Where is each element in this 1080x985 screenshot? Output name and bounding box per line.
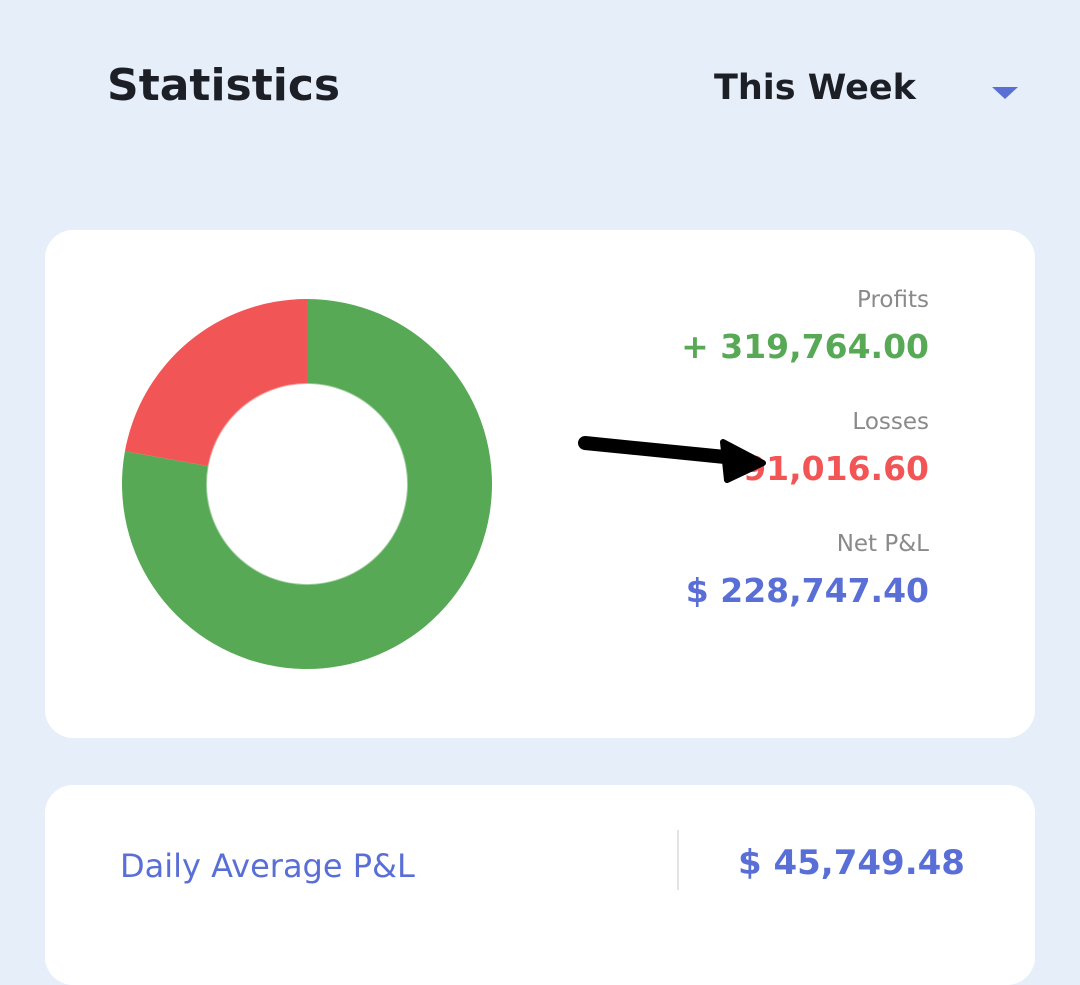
donut-segment xyxy=(121,299,493,670)
stat-label: Profits xyxy=(857,287,929,313)
stat-value: 91,016.60 xyxy=(743,449,929,488)
donut-chart xyxy=(121,299,493,670)
dropdown-icon[interactable] xyxy=(990,85,1020,101)
summary-card xyxy=(45,785,1035,985)
annotation-arrow xyxy=(578,436,766,483)
summary-value: $ 45,749.48 xyxy=(738,843,965,883)
stats-card xyxy=(45,230,1035,738)
page-title: Statistics xyxy=(107,60,341,111)
donut-hole xyxy=(216,393,398,575)
stat-value: + 319,764.00 xyxy=(681,327,929,366)
divider xyxy=(677,830,679,890)
donut-segment xyxy=(124,299,307,467)
summary-label: Daily Average P&L xyxy=(120,847,415,885)
screen: Statistics This Week Profits + 319,764.00… xyxy=(45,60,1035,985)
stat-label: Net P&L xyxy=(836,531,929,557)
donut-inner-ring xyxy=(206,383,408,585)
stat-value: $ 228,747.40 xyxy=(685,571,929,610)
stat-label: Losses xyxy=(852,409,929,435)
period-select[interactable]: This Week xyxy=(714,68,916,108)
